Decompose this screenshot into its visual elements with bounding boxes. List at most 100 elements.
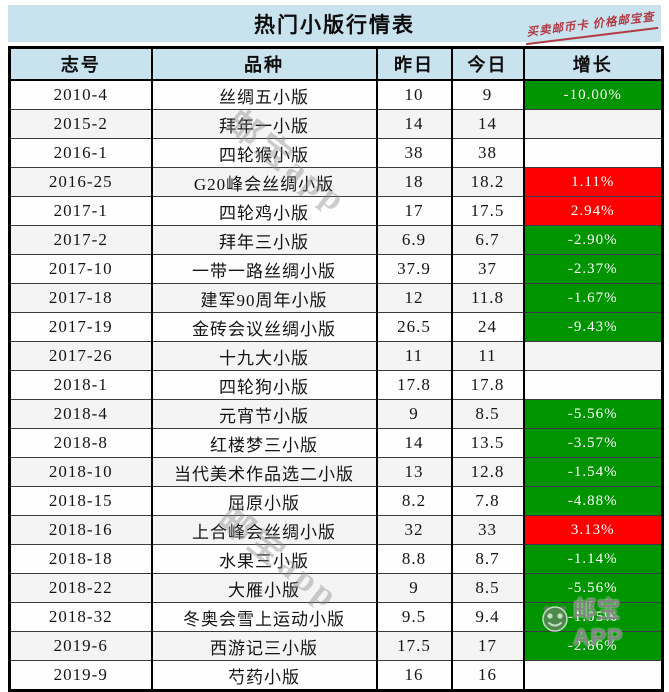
- yesterday-cell: 9: [375, 399, 453, 429]
- variety-cell: 四轮狗小版: [150, 370, 378, 400]
- yesterday-cell: 6.9: [375, 225, 453, 255]
- today-cell: 6.7: [450, 225, 525, 255]
- variety-cell: 芍药小版: [150, 660, 378, 691]
- yesterday-cell: 37.9: [375, 254, 453, 284]
- table-row: 2017-19 金砖会议丝绸小版 26.5 24 -9.43%: [8, 312, 664, 342]
- yesterday-cell: 12: [375, 283, 453, 313]
- table-row: 2019-6 西游记三小版 17.5 17 -2.86%: [8, 631, 664, 661]
- col-header-variety: 品种: [150, 46, 378, 81]
- today-cell: 17: [450, 631, 525, 661]
- yesterday-cell: 9.5: [375, 602, 453, 632]
- today-cell: 24: [450, 312, 525, 342]
- variety-cell: 十九大小版: [150, 341, 378, 371]
- today-cell: 8.7: [450, 544, 525, 574]
- growth-cell: [522, 660, 664, 691]
- growth-cell: -4.88%: [522, 486, 664, 516]
- growth-cell: [522, 109, 664, 139]
- growth-cell: -5.56%: [522, 399, 664, 429]
- yesterday-cell: 13: [375, 457, 453, 487]
- yesterday-cell: 11: [375, 341, 453, 371]
- yesterday-cell: 14: [375, 109, 453, 139]
- col-header-id: 志号: [8, 46, 153, 81]
- table-row: 2016-25 G20峰会丝绸小版 18 18.2 1.11%: [8, 167, 664, 197]
- today-cell: 37: [450, 254, 525, 284]
- growth-cell: -9.43%: [522, 312, 664, 342]
- id-cell: 2018-22: [8, 573, 153, 603]
- variety-cell: 红楼梦三小版: [150, 428, 378, 458]
- table-row: 2019-9 芍药小版 16 16: [8, 660, 664, 691]
- id-cell: 2015-2: [8, 109, 153, 139]
- variety-cell: 上合峰会丝绸小版: [150, 515, 378, 545]
- growth-cell: -1.05%: [522, 602, 664, 632]
- yesterday-cell: 17.5: [375, 631, 453, 661]
- table-row: 2018-32 冬奥会雪上运动小版 9.5 9.4 -1.05%: [8, 602, 664, 632]
- id-cell: 2016-1: [8, 138, 153, 168]
- variety-cell: 西游记三小版: [150, 631, 378, 661]
- growth-cell: -10.00%: [522, 79, 664, 110]
- variety-cell: 拜年三小版: [150, 225, 378, 255]
- id-cell: 2017-2: [8, 225, 153, 255]
- variety-cell: G20峰会丝绸小版: [150, 167, 378, 197]
- variety-cell: 大雁小版: [150, 573, 378, 603]
- yesterday-cell: 16: [375, 660, 453, 691]
- today-cell: 16: [450, 660, 525, 691]
- growth-cell: -3.57%: [522, 428, 664, 458]
- yesterday-cell: 17: [375, 196, 453, 226]
- yesterday-cell: 9: [375, 573, 453, 603]
- growth-cell: [522, 341, 664, 371]
- header-row: 志号 品种 昨日 今日 增长: [8, 46, 664, 81]
- variety-cell: 丝绸五小版: [150, 79, 378, 110]
- growth-cell: -1.14%: [522, 544, 664, 574]
- growth-cell: -1.54%: [522, 457, 664, 487]
- id-cell: 2018-1: [8, 370, 153, 400]
- variety-cell: 冬奥会雪上运动小版: [150, 602, 378, 632]
- variety-cell: 建军90周年小版: [150, 283, 378, 313]
- growth-cell: -2.90%: [522, 225, 664, 255]
- variety-cell: 当代美术作品选二小版: [150, 457, 378, 487]
- growth-cell: [522, 138, 664, 168]
- promo-text: 买卖邮币卡 价格邮宝查: [523, 8, 659, 46]
- growth-cell: [522, 370, 664, 400]
- today-cell: 9: [450, 79, 525, 110]
- table-row: 2010-4 丝绸五小版 10 9 -10.00%: [8, 79, 664, 110]
- variety-cell: 金砖会议丝绸小版: [150, 312, 378, 342]
- id-cell: 2016-25: [8, 167, 153, 197]
- variety-cell: 拜年一小版: [150, 109, 378, 139]
- yesterday-cell: 8.8: [375, 544, 453, 574]
- today-cell: 17.8: [450, 370, 525, 400]
- variety-cell: 四轮鸡小版: [150, 196, 378, 226]
- today-cell: 11.8: [450, 283, 525, 313]
- table-row: 2018-16 上合峰会丝绸小版 32 33 3.13%: [8, 515, 664, 545]
- col-header-growth: 增长: [522, 46, 664, 81]
- growth-cell: -2.86%: [522, 631, 664, 661]
- id-cell: 2010-4: [8, 79, 153, 110]
- variety-cell: 元宵节小版: [150, 399, 378, 429]
- id-cell: 2018-18: [8, 544, 153, 574]
- col-header-yesterday: 昨日: [375, 46, 453, 81]
- growth-cell: -2.37%: [522, 254, 664, 284]
- id-cell: 2017-1: [8, 196, 153, 226]
- today-cell: 17.5: [450, 196, 525, 226]
- id-cell: 2017-10: [8, 254, 153, 284]
- id-cell: 2017-19: [8, 312, 153, 342]
- table-row: 2016-1 四轮猴小版 38 38: [8, 138, 664, 168]
- title-band: 热门小版行情表 买卖邮币卡 价格邮宝查: [8, 5, 661, 46]
- today-cell: 12.8: [450, 457, 525, 487]
- today-cell: 33: [450, 515, 525, 545]
- id-cell: 2019-6: [8, 631, 153, 661]
- growth-cell: 3.13%: [522, 515, 664, 545]
- table-row: 2015-2 拜年一小版 14 14: [8, 109, 664, 139]
- table-row: 2018-22 大雁小版 9 8.5 -5.56%: [8, 573, 664, 603]
- variety-cell: 水果三小版: [150, 544, 378, 574]
- today-cell: 38: [450, 138, 525, 168]
- id-cell: 2018-8: [8, 428, 153, 458]
- yesterday-cell: 26.5: [375, 312, 453, 342]
- today-cell: 18.2: [450, 167, 525, 197]
- table-row: 2018-8 红楼梦三小版 14 13.5 -3.57%: [8, 428, 664, 458]
- id-cell: 2018-4: [8, 399, 153, 429]
- id-cell: 2017-26: [8, 341, 153, 371]
- table-row: 2017-1 四轮鸡小版 17 17.5 2.94%: [8, 196, 664, 226]
- table-row: 2018-1 四轮狗小版 17.8 17.8: [8, 370, 664, 400]
- today-cell: 8.5: [450, 573, 525, 603]
- growth-cell: -1.67%: [522, 283, 664, 313]
